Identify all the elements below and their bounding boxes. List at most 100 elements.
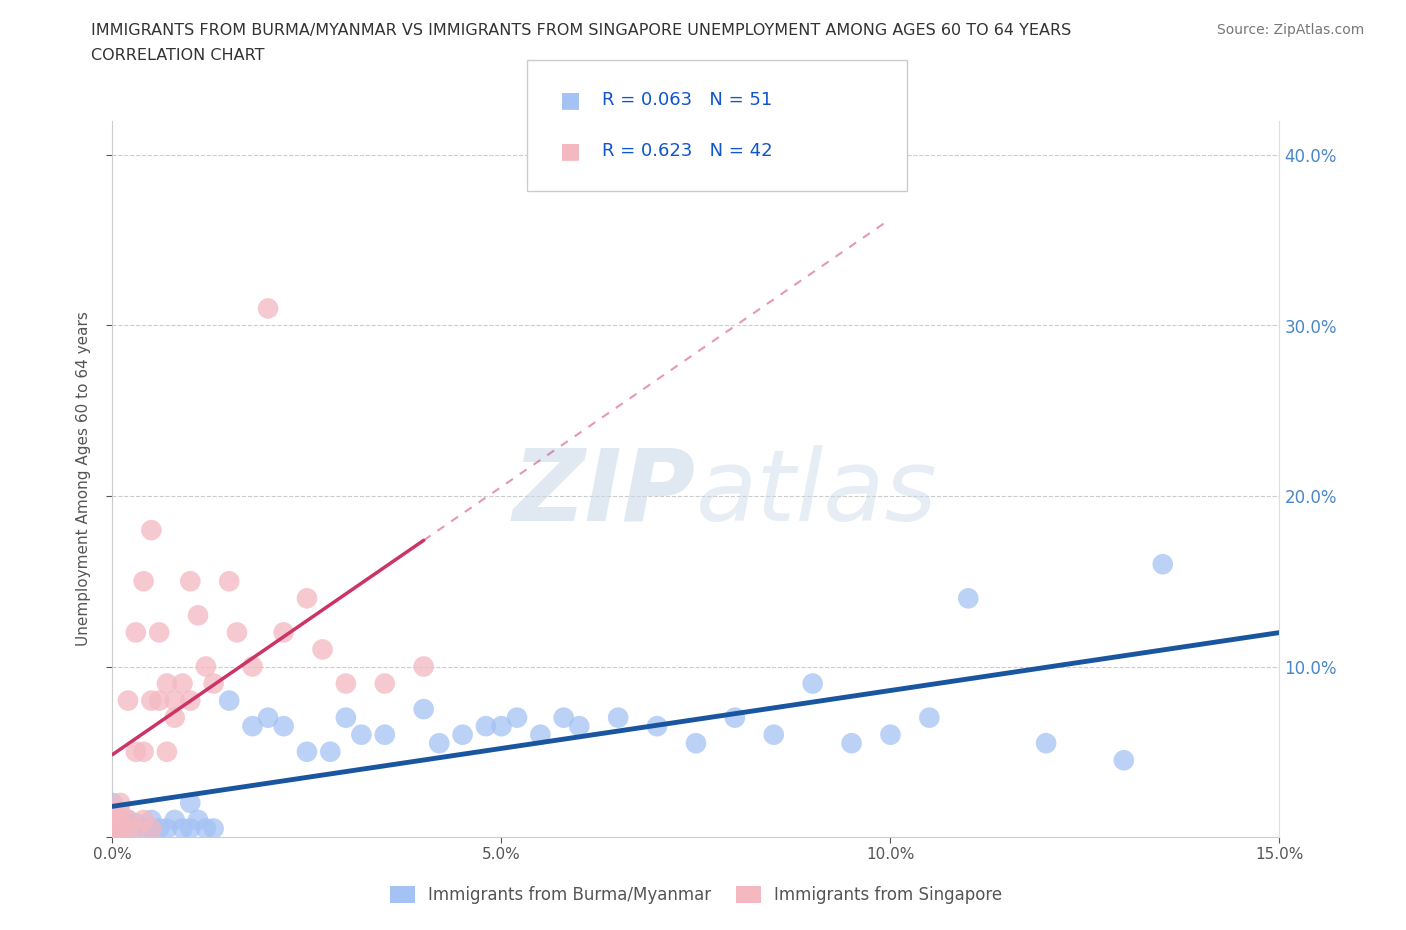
Point: [319, 744, 342, 759]
Point: [125, 821, 148, 836]
Point: [194, 821, 217, 836]
Point: [132, 574, 155, 589]
Point: [568, 719, 591, 734]
Point: [1112, 753, 1135, 768]
Point: [491, 719, 513, 734]
Point: [101, 821, 124, 836]
Text: R = 0.063   N = 51: R = 0.063 N = 51: [602, 91, 772, 110]
Point: [451, 727, 474, 742]
Point: [762, 727, 785, 742]
Text: ZIP: ZIP: [513, 445, 696, 542]
Point: [117, 813, 139, 828]
Point: [101, 795, 124, 810]
Point: [132, 813, 155, 828]
Legend: Immigrants from Burma/Myanmar, Immigrants from Singapore: Immigrants from Burma/Myanmar, Immigrant…: [382, 880, 1010, 911]
Point: [110, 821, 132, 836]
Point: [226, 625, 249, 640]
Point: [148, 821, 170, 836]
Point: [801, 676, 824, 691]
Point: [374, 727, 396, 742]
Point: [117, 693, 139, 708]
Point: [148, 625, 170, 640]
Point: [179, 693, 201, 708]
Point: [156, 744, 179, 759]
Point: [110, 795, 132, 810]
Point: [475, 719, 498, 734]
Point: [110, 813, 132, 828]
Point: [101, 821, 124, 836]
Point: [335, 676, 357, 691]
Point: [163, 711, 186, 725]
Text: ■: ■: [560, 140, 581, 161]
Point: [506, 711, 529, 725]
Point: [179, 821, 201, 836]
Point: [125, 816, 148, 830]
Point: [141, 523, 163, 538]
Point: [117, 813, 139, 828]
Point: [156, 821, 179, 836]
Point: [1035, 736, 1057, 751]
Text: ■: ■: [560, 90, 581, 111]
Point: [412, 659, 434, 674]
Text: R = 0.623   N = 42: R = 0.623 N = 42: [602, 141, 772, 160]
Point: [202, 821, 225, 836]
Point: [110, 813, 132, 828]
Point: [172, 676, 194, 691]
Point: [607, 711, 630, 725]
Point: [110, 821, 132, 836]
Point: [1152, 557, 1174, 572]
Point: [101, 804, 124, 819]
Point: [141, 693, 163, 708]
Text: Source: ZipAtlas.com: Source: ZipAtlas.com: [1216, 23, 1364, 37]
Point: [553, 711, 575, 725]
Point: [257, 301, 280, 316]
Point: [132, 744, 155, 759]
Point: [257, 711, 280, 725]
Point: [645, 719, 668, 734]
Point: [273, 625, 295, 640]
Point: [194, 659, 217, 674]
Y-axis label: Unemployment Among Ages 60 to 64 years: Unemployment Among Ages 60 to 64 years: [76, 312, 91, 646]
Point: [125, 821, 148, 836]
Point: [685, 736, 707, 751]
Point: [295, 591, 318, 605]
Point: [529, 727, 551, 742]
Point: [273, 719, 295, 734]
Point: [156, 676, 179, 691]
Point: [724, 711, 747, 725]
Point: [179, 795, 201, 810]
Point: [172, 821, 194, 836]
Point: [101, 821, 124, 836]
Point: [295, 744, 318, 759]
Point: [117, 821, 139, 836]
Point: [141, 813, 163, 828]
Point: [242, 659, 264, 674]
Point: [350, 727, 373, 742]
Point: [311, 642, 333, 657]
Point: [242, 719, 264, 734]
Point: [148, 693, 170, 708]
Text: CORRELATION CHART: CORRELATION CHART: [91, 48, 264, 63]
Point: [957, 591, 980, 605]
Point: [879, 727, 901, 742]
Point: [163, 813, 186, 828]
Point: [918, 711, 941, 725]
Text: atlas: atlas: [696, 445, 938, 542]
Point: [841, 736, 863, 751]
Point: [110, 804, 132, 819]
Point: [187, 813, 209, 828]
Text: IMMIGRANTS FROM BURMA/MYANMAR VS IMMIGRANTS FROM SINGAPORE UNEMPLOYMENT AMONG AG: IMMIGRANTS FROM BURMA/MYANMAR VS IMMIGRA…: [91, 23, 1071, 38]
Point: [125, 625, 148, 640]
Point: [187, 608, 209, 623]
Point: [132, 821, 155, 836]
Point: [179, 574, 201, 589]
Point: [125, 744, 148, 759]
Point: [202, 676, 225, 691]
Point: [412, 702, 434, 717]
Point: [163, 693, 186, 708]
Point: [427, 736, 450, 751]
Point: [218, 574, 240, 589]
Point: [117, 821, 139, 836]
Point: [141, 821, 163, 836]
Point: [374, 676, 396, 691]
